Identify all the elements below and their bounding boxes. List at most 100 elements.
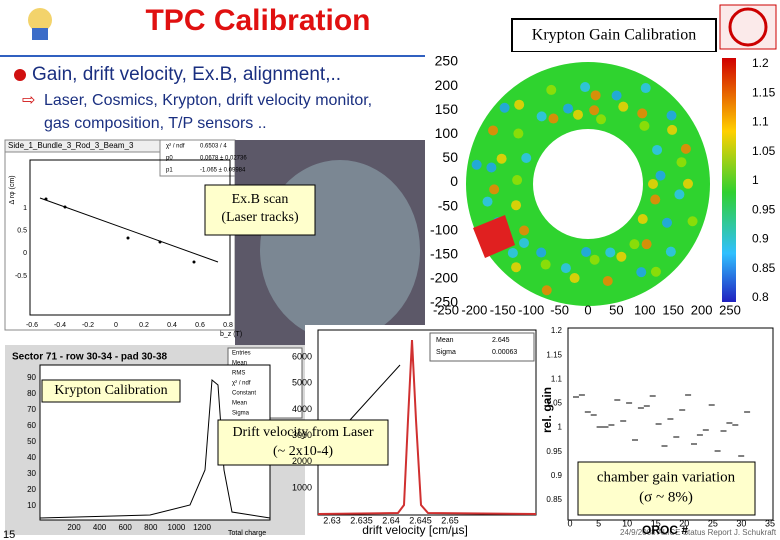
kr-map-patch <box>488 125 499 136</box>
y-tick-label: -100 <box>430 221 458 237</box>
x-tick-label: 10 <box>622 518 632 528</box>
y-tick-label: 0.5 <box>17 228 27 235</box>
x-tick-label: 2.65 <box>441 515 459 525</box>
kr-map-patch <box>590 90 601 101</box>
kr-map-patch <box>680 143 691 154</box>
kr-map-patch <box>650 194 661 205</box>
y-tick-label: 10 <box>27 501 36 510</box>
x-tick-label: 400 <box>93 523 107 532</box>
kr-map-patch <box>637 214 648 225</box>
y-tick-label: 6000 <box>292 351 312 361</box>
kr-map-patch <box>548 113 559 124</box>
kr-map-patch <box>674 189 685 200</box>
x-axis-label: Total charge <box>228 530 266 537</box>
kr-map-patch <box>511 262 522 273</box>
footer-note: 24/9/2008 ALICE Status Report J. Schukra… <box>620 528 777 537</box>
y-tick-label: 50 <box>442 149 458 165</box>
kr-map-hot <box>473 215 515 258</box>
y-tick-label: 0.95 <box>546 447 562 456</box>
kr-map-patch <box>682 178 693 189</box>
y-tick-label: 0 <box>23 250 27 257</box>
bullet-text: Gain, drift velocity, Ex.B, alignment,.. <box>32 64 341 85</box>
kr-map-patch <box>519 237 530 248</box>
y-tick-label: 1.2 <box>551 326 563 335</box>
kr-map-patch <box>637 108 648 119</box>
page-number: 15 <box>3 529 15 540</box>
y-tick-label: 70 <box>27 405 36 414</box>
kr-map-patch <box>471 159 482 170</box>
kr-map-patch <box>666 110 677 121</box>
bullet <box>14 69 26 81</box>
x-tick-label: 250 <box>719 302 741 317</box>
y-tick-label: 0.85 <box>546 495 562 504</box>
x-tick-label: 15 <box>651 518 661 528</box>
sub-bullet: ⇨ <box>22 92 35 109</box>
x-axis-label: drift velocity [cm/µs] <box>362 523 468 537</box>
kr-map-patch <box>521 153 532 164</box>
y-tick-label: -50 <box>438 197 458 213</box>
kr-map-patch <box>512 175 523 186</box>
drift-label: Drift velocity from Laser <box>232 425 373 440</box>
x-tick-label: 50 <box>609 302 623 317</box>
y-tick-label: 200 <box>435 77 459 93</box>
x-tick-label: 0.6 <box>195 322 205 329</box>
y-tick-label: 0 <box>450 173 458 189</box>
x-tick-label: 0.8 <box>223 322 233 329</box>
kr-map-patch <box>652 144 663 155</box>
x-tick-label: 0.4 <box>167 322 177 329</box>
x-tick-label: 30 <box>736 518 746 528</box>
kr-map-patch <box>629 239 640 250</box>
colorbar-label: 1.1 <box>752 115 769 129</box>
gain-frame <box>567 327 774 521</box>
y-tick-label: -0.5 <box>15 273 27 280</box>
colorbar-label: 1.2 <box>752 56 769 70</box>
y-tick-label: 40 <box>27 453 36 462</box>
y-tick-label: 4000 <box>292 404 312 414</box>
kr-map-patch <box>616 251 627 262</box>
kr-map-patch <box>541 285 552 296</box>
gain-label: chamber gain variation <box>597 469 736 485</box>
x-tick-label: 35 <box>765 518 775 528</box>
kr-map-patch <box>563 103 574 114</box>
kr-map-patch <box>641 239 652 250</box>
y-tick-label: 30 <box>27 469 36 478</box>
y-tick-label: 150 <box>435 101 459 117</box>
x-tick-label: 150 <box>662 302 684 317</box>
kr-hist-title: Sector 71 - row 30-34 - pad 30-38 <box>12 352 168 363</box>
x-tick-label: 0 <box>114 322 118 329</box>
kr-map-patch <box>639 120 650 131</box>
kr-map-patch <box>611 90 622 101</box>
stat-name: Constant <box>232 391 256 397</box>
x-tick-label: 2.645 <box>409 515 432 525</box>
kr-map-patch <box>662 217 673 228</box>
kr-map-patch <box>596 114 607 125</box>
exb-panel <box>4 139 236 331</box>
title: TPC Calibration <box>145 4 370 37</box>
stat-value: 2.645 <box>492 337 510 344</box>
y-tick-label: 60 <box>27 421 36 430</box>
kr-map-patch <box>507 247 518 258</box>
colorbar-label: 0.85 <box>752 261 776 275</box>
y-tick-label: 1000 <box>292 482 312 492</box>
stat-name: χ² / ndf <box>232 381 251 387</box>
y-tick-label: 1.05 <box>546 399 562 408</box>
drift-label: (~ 2x10-4) <box>273 444 333 459</box>
kr-map-patch <box>655 170 666 181</box>
exb-label-box <box>204 184 316 236</box>
y-axis-label: rel. gain <box>540 387 554 433</box>
kr-map-patch <box>650 266 661 277</box>
x-tick-label: 200 <box>691 302 713 317</box>
y-axis-label: Δ rφ (cm) <box>9 175 16 204</box>
exb-label: Ex.B scan <box>232 192 289 207</box>
kr-map-patch <box>667 124 678 135</box>
kr-map-patch <box>665 246 676 257</box>
kr-map-patch <box>569 273 580 284</box>
drift-label-box <box>217 419 389 466</box>
gain-points <box>573 394 751 457</box>
colorbar-label: 0.95 <box>752 202 776 216</box>
y-tick-label: -200 <box>430 270 458 286</box>
kr-map-patch <box>540 259 551 270</box>
header-box-text: Krypton Gain Calibration <box>532 27 696 44</box>
kr-map-patch <box>580 82 591 93</box>
